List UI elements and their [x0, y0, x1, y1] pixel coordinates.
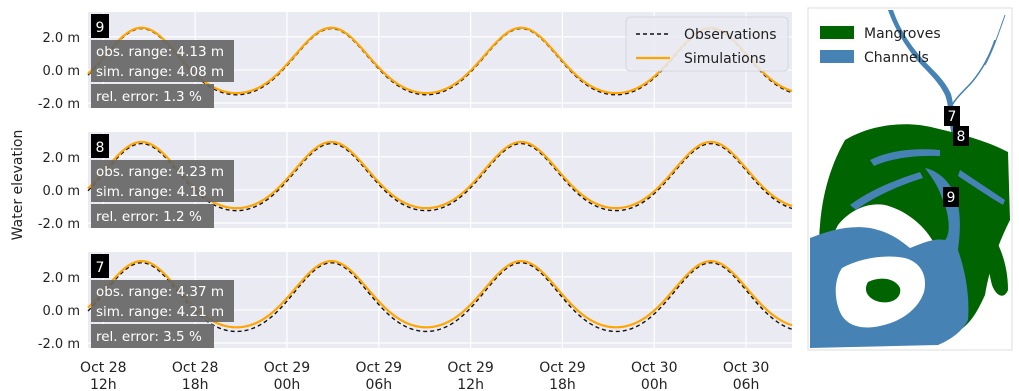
- channels-swatch: [820, 50, 854, 63]
- map-station-8: 8: [953, 126, 969, 146]
- upper-river-channel: [888, 10, 956, 135]
- panel-station-7: 2.0 m 0.0 m -2.0 m 7 obs. range: 4.37 m sim. …: [38, 252, 793, 352]
- x-tick-label: Oct 30: [723, 360, 769, 376]
- channels-legend-label: Channels: [864, 50, 929, 66]
- tributary-channel: [984, 14, 1006, 66]
- channel: [850, 172, 923, 210]
- y-tick-label: -2.0 m: [38, 97, 80, 112]
- station-badge: 9: [91, 14, 109, 38]
- y-tick-label: 0.0 m: [43, 184, 80, 199]
- y-tick-label: 0.0 m: [43, 64, 80, 79]
- mangrove-area: [865, 278, 901, 303]
- y-tick-label: 2.0 m: [43, 151, 80, 166]
- chart-legend: Observations Simulations: [625, 16, 789, 72]
- stats-line: sim. range: 4.21 m: [96, 304, 224, 320]
- x-tick-label: 18h: [182, 377, 209, 391]
- y-tick-label: -2.0 m: [38, 337, 80, 352]
- x-tick-label: 00h: [641, 377, 668, 391]
- x-tick-label: Oct 28: [80, 360, 126, 376]
- stats-line: rel. error: 1.2 %: [96, 209, 202, 225]
- x-tick-label: 06h: [733, 377, 760, 391]
- stats-box: obs. range: 4.37 m sim. range: 4.21 m rel.…: [91, 280, 234, 348]
- x-tick-label: Oct 29: [539, 360, 585, 376]
- svg-text:9: 9: [947, 190, 956, 206]
- x-tick-label: Oct 29: [264, 360, 310, 376]
- station-badge: 8: [91, 134, 109, 158]
- x-tick-label: 00h: [274, 377, 301, 391]
- x-tick-label: 18h: [549, 377, 576, 391]
- stats-line: rel. error: 3.5 %: [96, 329, 202, 345]
- stats-line: sim. range: 4.18 m: [96, 184, 224, 200]
- estuary-map: Mangroves Channels 7 8 9: [807, 7, 1013, 351]
- svg-text:9: 9: [96, 20, 105, 36]
- stats-line: obs. range: 4.23 m: [96, 164, 224, 180]
- map-station-7: 7: [944, 106, 960, 126]
- station-badge: 7: [91, 254, 109, 278]
- x-tick-label: Oct 28: [172, 360, 218, 376]
- y-tick-label: 0.0 m: [43, 304, 80, 319]
- y-tick-label: 2.0 m: [43, 271, 80, 286]
- map-station-9: 9: [943, 187, 959, 207]
- svg-text:7: 7: [948, 109, 957, 125]
- svg-text:8: 8: [957, 129, 966, 145]
- stats-line: rel. error: 1.3 %: [96, 89, 202, 105]
- stats-line: sim. range: 4.08 m: [96, 64, 224, 80]
- stats-line: obs. range: 4.13 m: [96, 44, 224, 60]
- observations-line: [87, 142, 793, 212]
- x-tick-label: 12h: [90, 377, 117, 391]
- legend-observations-label: Observations: [684, 27, 777, 43]
- x-tick-label: Oct 29: [447, 360, 493, 376]
- panel-station-8: 2.0 m 0.0 m -2.0 m 8 obs. range: 4.23 m sim. …: [38, 132, 793, 232]
- stats-box: obs. range: 4.13 m sim. range: 4.08 m rel.…: [91, 40, 234, 108]
- x-tick-label: 06h: [365, 377, 392, 391]
- mangrove-area: [987, 230, 1008, 296]
- mangroves-legend-label: Mangroves: [864, 26, 941, 42]
- tributary-channel: [951, 39, 996, 106]
- legend-simulations-label: Simulations: [684, 51, 766, 67]
- mangroves-swatch: [820, 26, 854, 39]
- x-tick-label: 12h: [457, 377, 484, 391]
- channel: [958, 170, 1005, 205]
- channel: [870, 149, 940, 166]
- svg-text:7: 7: [96, 260, 105, 276]
- x-tick-label: Oct 29: [356, 360, 402, 376]
- y-axis-label: Water elevation: [10, 130, 26, 241]
- stats-box: obs. range: 4.23 m sim. range: 4.18 m rel.…: [91, 160, 234, 228]
- svg-text:8: 8: [96, 140, 105, 156]
- y-tick-label: -2.0 m: [38, 217, 80, 232]
- y-tick-label: 2.0 m: [43, 31, 80, 46]
- stats-line: obs. range: 4.37 m: [96, 284, 224, 300]
- x-tick-label: Oct 30: [631, 360, 677, 376]
